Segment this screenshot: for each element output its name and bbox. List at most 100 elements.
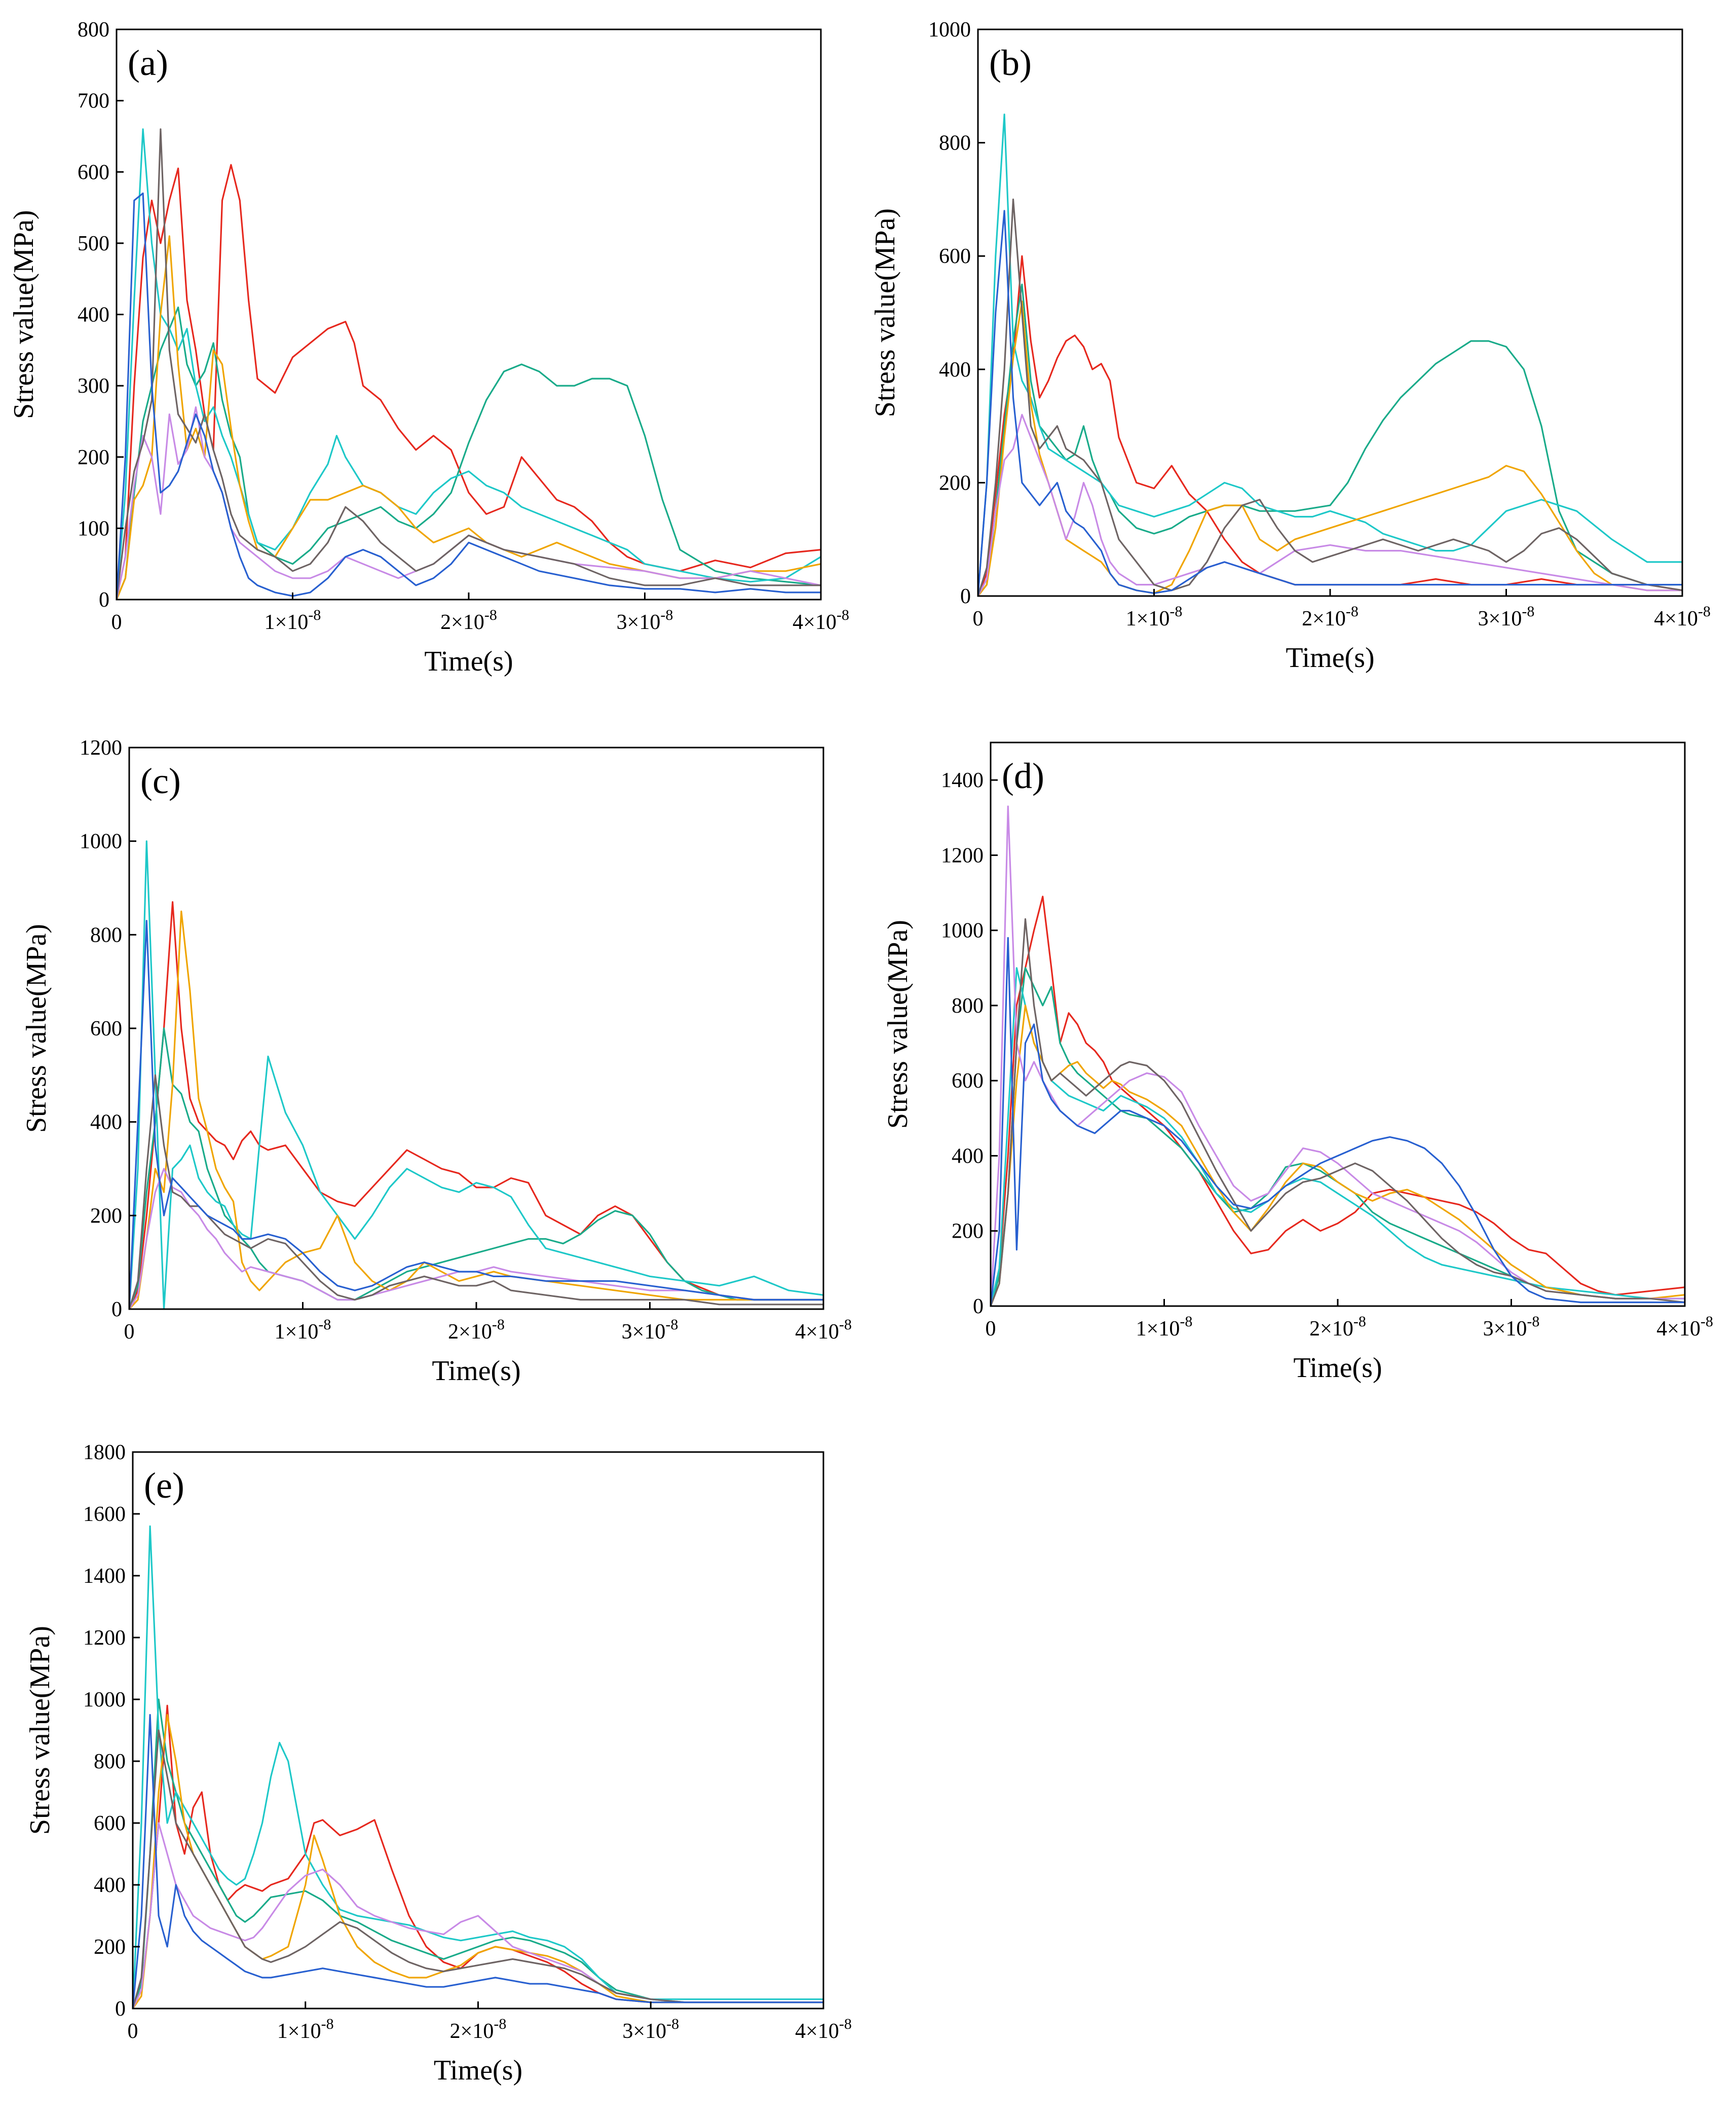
panel-label: (d) xyxy=(1002,756,1044,796)
y-tick-label: 600 xyxy=(939,245,971,268)
series-line-blue xyxy=(129,920,823,1309)
y-tick-label: 1000 xyxy=(928,18,971,42)
chart-d: 0 200 400 600 800 1000 1200 1400 0 1×10-8 2×10-8 3×… xyxy=(882,741,1713,1384)
series-line-teal xyxy=(117,306,821,600)
series-line-teal xyxy=(991,967,1685,1306)
y-tick-label: 400 xyxy=(939,358,971,382)
x-tick-label: 1×10-8 xyxy=(1136,1313,1193,1341)
y-tick-label: 1200 xyxy=(83,1626,126,1650)
plot-frame xyxy=(990,741,1686,1307)
y-tick-label: 1000 xyxy=(80,830,122,853)
plot-frame xyxy=(116,28,822,601)
y-tick-label: 600 xyxy=(94,1812,126,1835)
x-tick-label: 2×10-8 xyxy=(1309,1313,1366,1341)
x-tick-label: 3×10-8 xyxy=(1478,603,1535,630)
y-axis-title: Stress value(MPa) xyxy=(24,1626,56,1835)
y-tick-label: 600 xyxy=(952,1069,984,1093)
x-axis-title: Time(s) xyxy=(424,646,513,677)
x-tick-label: 2×10-8 xyxy=(448,1316,505,1344)
series-line-blue xyxy=(978,210,1682,596)
y-tick-label: 1400 xyxy=(83,1565,126,1588)
x-tick-label: 4×10-8 xyxy=(795,2016,852,2043)
y-tick-label: 200 xyxy=(939,471,971,495)
panel-label: (b) xyxy=(989,43,1032,83)
series-group xyxy=(117,128,821,600)
series-line-cyan xyxy=(117,128,821,600)
series-line-cyan xyxy=(129,840,823,1309)
y-tick-label: 0 xyxy=(99,588,109,612)
y-tick-label: 1400 xyxy=(941,769,984,792)
series-line-brown xyxy=(991,918,1685,1306)
y-tick-label: 1000 xyxy=(83,1688,126,1712)
x-tick-label: 1×10-8 xyxy=(265,607,321,634)
y-tick-label: 0 xyxy=(973,1295,984,1318)
y-tick-label: 400 xyxy=(952,1144,984,1168)
x-tick-label: 3×10-8 xyxy=(622,1316,678,1344)
x-tick-label: 1×10-8 xyxy=(277,2016,334,2043)
y-tick-label: 100 xyxy=(78,517,109,540)
x-tick-label: 4×10-8 xyxy=(1656,1313,1713,1341)
x-tick-label: 2×10-8 xyxy=(440,607,497,634)
y-tick-label: 600 xyxy=(78,161,109,184)
y-axis-title: Stress value(MPa) xyxy=(8,210,40,419)
x-tick-label: 0 xyxy=(124,1320,135,1344)
y-tick-label: 800 xyxy=(94,1750,126,1773)
x-axis-title: Time(s) xyxy=(434,2055,522,2086)
panel-label: (a) xyxy=(128,43,168,83)
y-tick-label: 400 xyxy=(78,304,109,327)
series-line-blue xyxy=(991,937,1685,1306)
y-axis-title: Stress value(MPa) xyxy=(870,208,901,417)
x-tick-label: 3×10-8 xyxy=(622,2016,679,2043)
y-tick-label: 1000 xyxy=(941,919,984,943)
x-tick-label: 1×10-8 xyxy=(1126,603,1183,630)
y-tick-label: 1200 xyxy=(80,736,122,760)
series-group xyxy=(991,805,1685,1306)
y-tick-label: 700 xyxy=(78,90,109,113)
series-line-brown xyxy=(117,128,821,600)
y-tick-label: 0 xyxy=(960,585,971,608)
y-tick-label: 1800 xyxy=(83,1441,126,1464)
series-line-red xyxy=(991,896,1685,1306)
x-axis-title: Time(s) xyxy=(1286,642,1374,674)
series-group xyxy=(129,840,823,1309)
series-line-cyan xyxy=(133,1525,823,2009)
x-tick-label: 4×10-8 xyxy=(1654,603,1711,630)
series-line-blue xyxy=(133,1714,823,2009)
x-axis-title: Time(s) xyxy=(1293,1352,1382,1384)
x-tick-label: 3×10-8 xyxy=(617,607,673,634)
y-tick-label: 0 xyxy=(111,1298,122,1321)
y-tick-label: 600 xyxy=(90,1017,122,1041)
y-axis-title: Stress value(MPa) xyxy=(882,920,914,1129)
y-tick-label: 800 xyxy=(939,132,971,155)
series-line-teal xyxy=(133,1698,823,2009)
y-tick-label: 0 xyxy=(115,1997,126,2021)
y-tick-label: 200 xyxy=(952,1220,984,1243)
series-line-cyan xyxy=(978,114,1682,596)
x-tick-label: 2×10-8 xyxy=(450,2016,507,2043)
series-line-brown xyxy=(129,1074,823,1309)
series-line-blue xyxy=(117,192,821,600)
series-line-violet xyxy=(991,805,1685,1306)
x-tick-label: 1×10-8 xyxy=(275,1316,331,1344)
series-line-brown xyxy=(978,198,1682,596)
panel-label: (e) xyxy=(144,1465,184,1506)
y-tick-label: 300 xyxy=(78,375,109,398)
chart-c: 0 200 400 600 800 1000 1200 0 1×10-8 2×10-8 3×10-8… xyxy=(21,736,852,1387)
series-line-red xyxy=(133,1704,823,2009)
chart-a: 0 100 200 300 400 500 600 700 800 0 1×10-8 2×10-8 3×… xyxy=(8,18,849,677)
series-line-violet xyxy=(117,406,821,600)
y-tick-label: 200 xyxy=(78,446,109,469)
y-tick-label: 800 xyxy=(952,994,984,1018)
x-tick-label: 2×10-8 xyxy=(1302,603,1358,630)
x-tick-label: 0 xyxy=(986,1317,996,1341)
y-tick-label: 1200 xyxy=(941,844,984,867)
series-line-red xyxy=(978,255,1682,596)
series-line-red xyxy=(129,901,823,1309)
x-tick-label: 0 xyxy=(973,607,984,630)
series-line-violet xyxy=(129,1168,823,1309)
plot-frame xyxy=(132,1451,824,2010)
chart-e: 0 200 400 600 800 1000 1200 1400 1600 1800 0 1×10-8… xyxy=(24,1441,852,2086)
series-line-red xyxy=(117,164,821,600)
series-group xyxy=(133,1525,823,2009)
y-tick-label: 400 xyxy=(94,1874,126,1897)
